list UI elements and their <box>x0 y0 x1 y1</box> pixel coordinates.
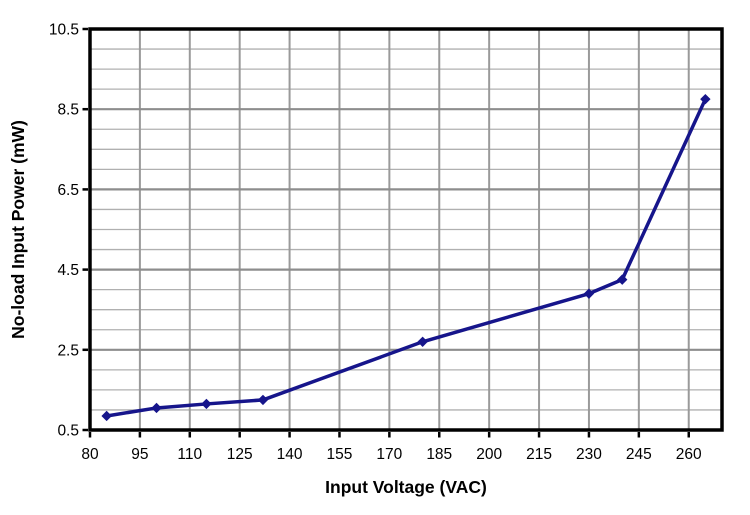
x-tick-label: 80 <box>81 446 99 463</box>
x-tick-label: 230 <box>576 446 602 463</box>
y-tick-label: 10.5 <box>49 22 79 39</box>
data-point-marker <box>257 394 269 406</box>
x-tick-label: 215 <box>526 446 552 463</box>
plot-border <box>88 27 724 432</box>
grid-layer <box>90 29 722 430</box>
data-point-marker <box>617 274 628 285</box>
series-layer <box>101 93 711 422</box>
x-tick-label: 200 <box>476 446 502 463</box>
y-tick-label: 8.5 <box>57 102 79 119</box>
x-tick-label: 110 <box>177 446 202 463</box>
y-axis-title: No-load Input Power (mW) <box>8 120 28 339</box>
data-point-marker <box>583 288 595 299</box>
x-tick-label: 170 <box>376 446 402 463</box>
x-tick-label: 185 <box>426 446 452 463</box>
tick-layer: 80 95 110 125 140 155 170 185 200 215 230 245 260 0.5… <box>49 22 702 464</box>
x-tick-label: 260 <box>676 446 702 463</box>
data-point-marker <box>201 398 212 410</box>
x-tick-label: 125 <box>227 446 253 463</box>
data-point-marker <box>700 93 711 105</box>
series-line <box>104 97 708 418</box>
y-tick-label: 4.5 <box>57 262 79 279</box>
x-axis-title: Input Voltage (VAC) <box>325 477 487 497</box>
y-tick-label: 6.5 <box>57 182 79 199</box>
x-tick-label: 140 <box>277 446 303 463</box>
x-tick-label: 245 <box>626 446 652 463</box>
data-point-marker <box>101 410 112 422</box>
y-tick-label: 0.5 <box>57 423 79 440</box>
plot-border-layer <box>88 27 724 432</box>
data-point-marker <box>417 336 428 347</box>
x-tick-label: 155 <box>327 446 353 463</box>
data-point-marker <box>151 402 162 414</box>
x-tick-label: 95 <box>131 446 148 463</box>
y-tick-label: 2.5 <box>57 342 79 359</box>
